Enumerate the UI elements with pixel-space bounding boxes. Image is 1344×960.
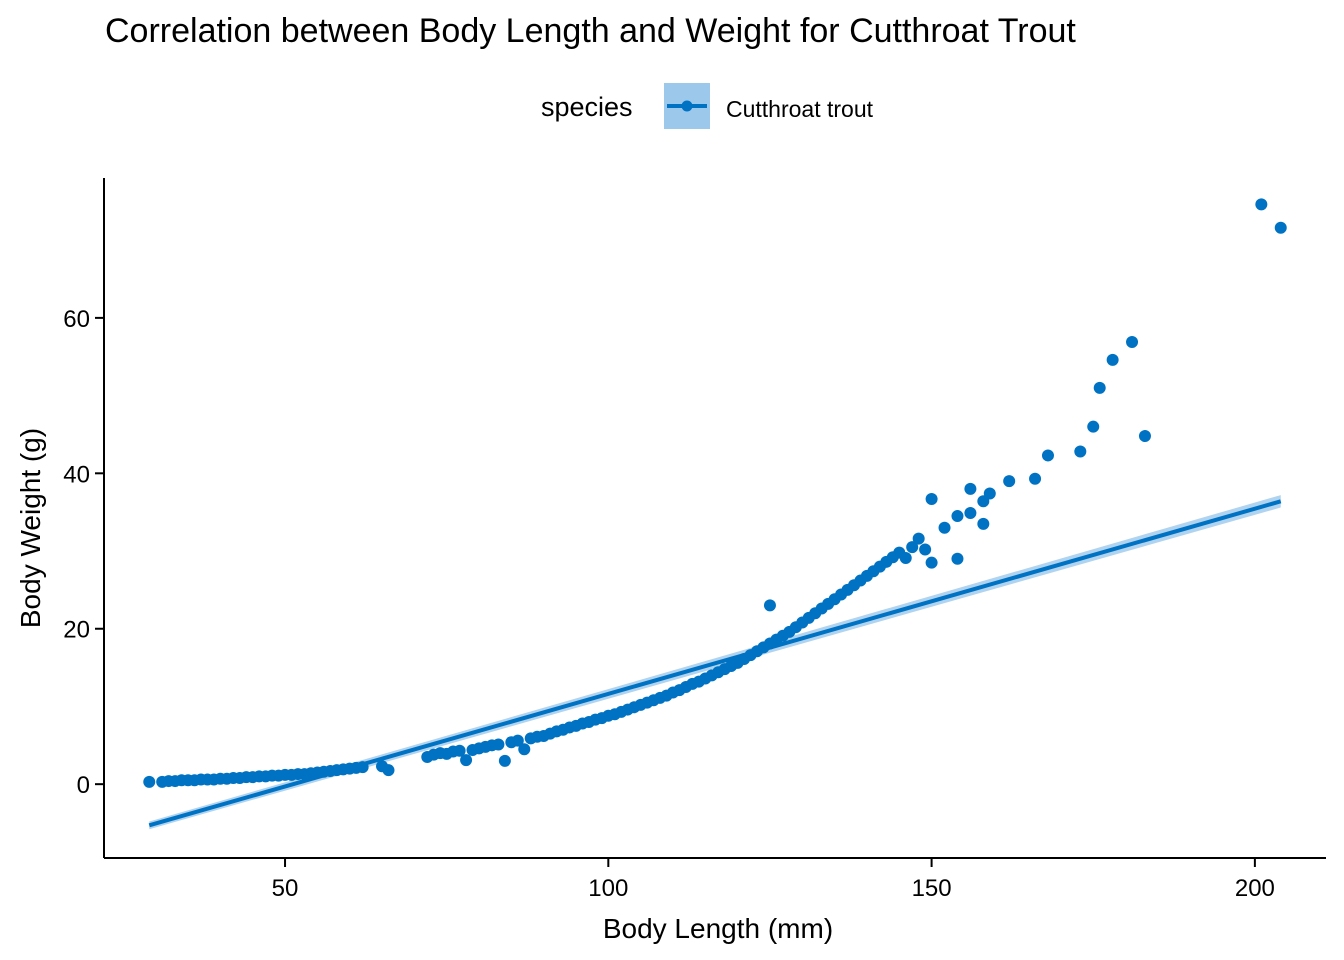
y-tick-label: 0 bbox=[77, 772, 90, 799]
data-point bbox=[1029, 472, 1042, 485]
data-point bbox=[1003, 475, 1016, 488]
data-point bbox=[1087, 420, 1100, 433]
data-point bbox=[977, 517, 990, 530]
data-point bbox=[1255, 198, 1268, 211]
data-point bbox=[951, 510, 964, 523]
data-point bbox=[382, 764, 395, 777]
data-point bbox=[1074, 445, 1087, 458]
data-point bbox=[511, 734, 524, 747]
data-point bbox=[1093, 381, 1106, 394]
data-point bbox=[1138, 430, 1151, 443]
legend-entry-label: Cutthroat trout bbox=[726, 96, 874, 122]
y-axis-title: Body Weight (g) bbox=[15, 428, 46, 628]
y-tick-label: 60 bbox=[63, 306, 90, 333]
data-point bbox=[951, 552, 964, 565]
data-point bbox=[356, 761, 369, 774]
data-point bbox=[453, 744, 466, 757]
y-tick-label: 20 bbox=[63, 617, 90, 644]
data-point bbox=[1106, 353, 1119, 366]
data-point bbox=[938, 521, 951, 534]
x-axis-title: Body Length (mm) bbox=[603, 913, 833, 944]
data-point bbox=[492, 738, 505, 751]
data-point bbox=[906, 541, 919, 554]
chart-title: Correlation between Body Length and Weig… bbox=[105, 12, 1076, 50]
x-tick-label: 150 bbox=[912, 875, 952, 902]
data-point bbox=[1274, 221, 1287, 234]
legend-title: species bbox=[541, 92, 633, 122]
data-point bbox=[925, 492, 938, 505]
legend-key-swatch bbox=[664, 83, 710, 129]
data-point bbox=[983, 487, 996, 500]
data-point bbox=[460, 754, 473, 767]
data-point bbox=[899, 552, 912, 565]
data-point bbox=[919, 543, 932, 556]
data-point bbox=[498, 754, 511, 767]
data-point bbox=[925, 556, 938, 569]
data-point bbox=[143, 775, 156, 788]
data-point bbox=[763, 599, 776, 612]
data-point bbox=[912, 532, 925, 545]
data-point bbox=[964, 482, 977, 495]
x-tick-label: 200 bbox=[1235, 875, 1275, 902]
x-tick-label: 100 bbox=[588, 875, 628, 902]
data-point bbox=[1126, 335, 1139, 348]
data-point bbox=[964, 506, 977, 519]
data-point bbox=[1041, 449, 1054, 462]
data-point bbox=[518, 743, 531, 756]
legend-key-icon bbox=[667, 100, 707, 112]
x-tick-label: 50 bbox=[272, 875, 299, 902]
y-tick-label: 40 bbox=[63, 461, 90, 488]
